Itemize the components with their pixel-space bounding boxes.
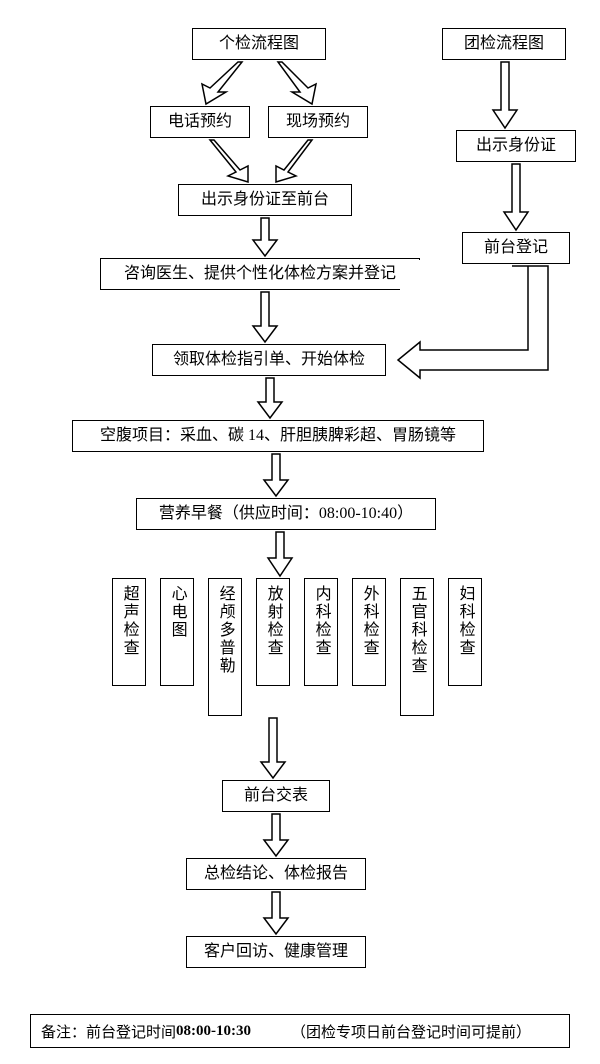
node-front-reg-redraw: 前台登记 <box>462 232 570 264</box>
footnote-prefix: 备注：前台登记时间 <box>41 1021 176 1042</box>
footnote: 备注：前台登记时间 08:00-10:30 （团检专项日前台登记时间可提前） <box>30 1014 570 1048</box>
arrow-indiv-to-phone <box>0 0 600 1064</box>
footnote-time: 08:00-10:30 <box>176 1023 251 1040</box>
footnote-suffix: （团检专项日前台登记时间可提前） <box>291 1021 531 1042</box>
